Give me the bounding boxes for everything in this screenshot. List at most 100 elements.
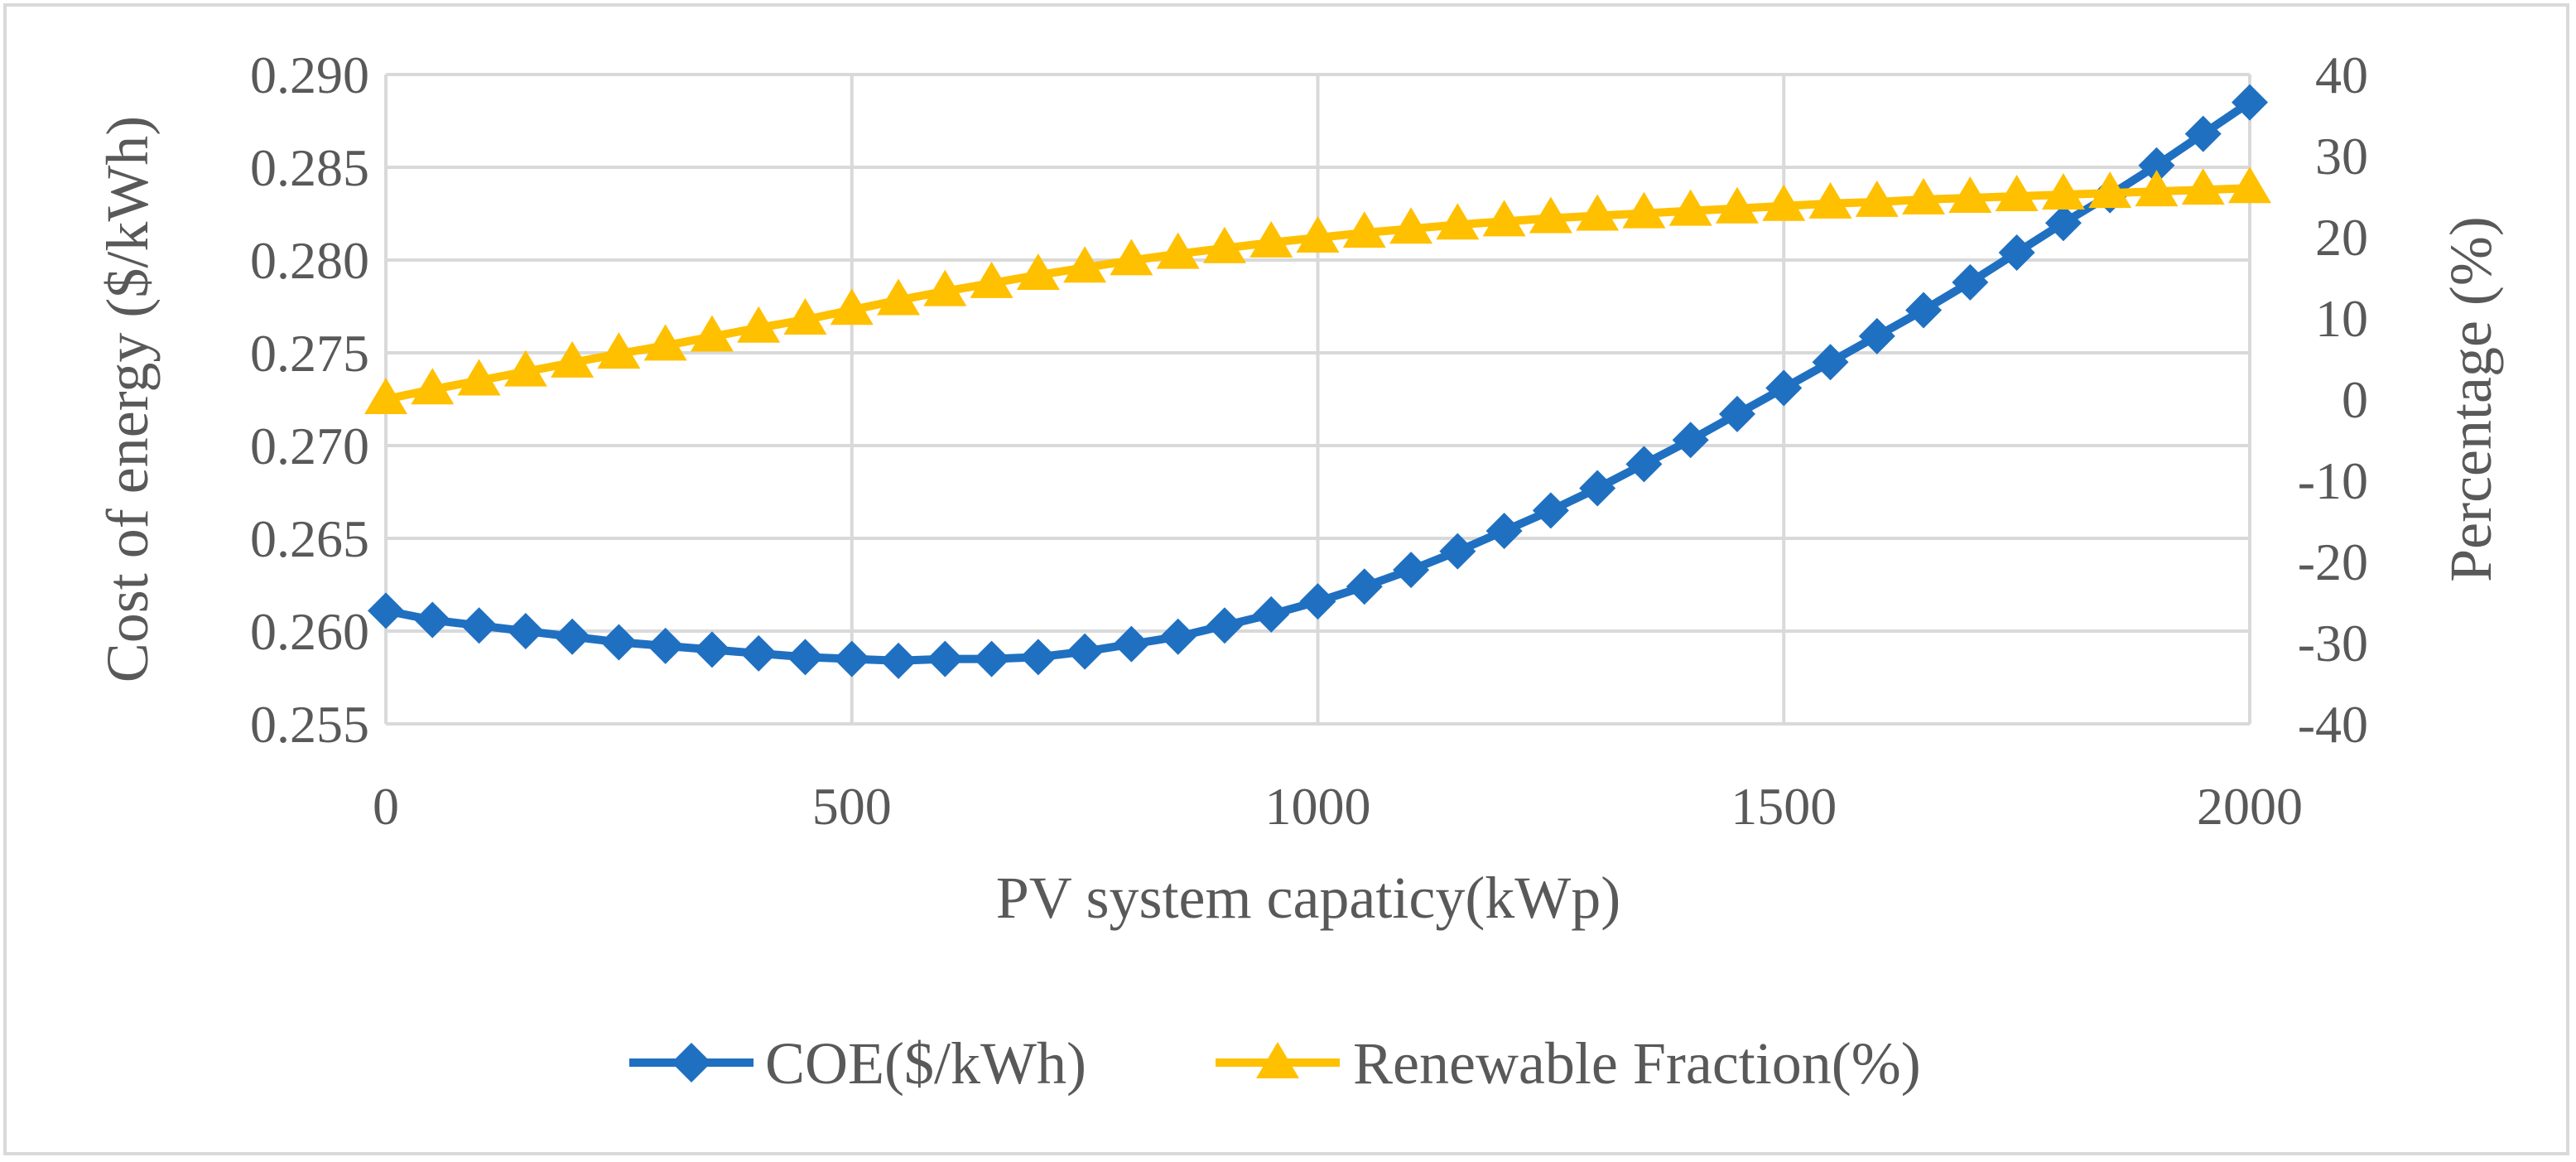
y2-tick-label: 40 [2315, 46, 2368, 104]
y2-tick-label: -40 [2298, 695, 2368, 754]
coe-point [600, 624, 638, 661]
coe-point [1858, 317, 1895, 354]
coe-point [787, 639, 824, 676]
x-tick-label: 0 [373, 777, 399, 836]
coe-point [880, 642, 917, 679]
renewable-point [2088, 171, 2132, 209]
coe-point [1019, 639, 1057, 676]
x-axis-title: PV system capaticy(kWp) [996, 865, 1621, 931]
x-tick-label: 500 [812, 777, 892, 836]
coe-point [1159, 618, 1197, 655]
y-tick-label: 0.275 [250, 324, 369, 383]
legend-marker-coe-diamond-icon [672, 1043, 711, 1082]
renewable-point [411, 368, 455, 405]
renewable-point [2181, 168, 2225, 205]
y-tick-label: 0.255 [250, 695, 369, 754]
y2-tick-label: 30 [2315, 127, 2368, 186]
coe-point [1393, 552, 1430, 589]
coe-point [1812, 344, 1849, 381]
coe-point [973, 640, 1010, 677]
y2-tick-label: -20 [2298, 533, 2368, 591]
renewable-point [1715, 186, 1759, 224]
coe-point [1532, 492, 1569, 529]
renewable-point [1063, 246, 1107, 283]
coe-point [1485, 513, 1523, 550]
coe-point [2138, 147, 2175, 184]
y2-tick-label: 0 [2342, 370, 2368, 429]
renewable-point [1482, 200, 1526, 237]
coe-point [1253, 595, 1290, 633]
coe-point [1998, 234, 2035, 272]
renewable-point [503, 350, 547, 387]
coe-point [2232, 84, 2268, 121]
coe-point [507, 613, 544, 649]
coe-point [2184, 115, 2222, 152]
grid [384, 73, 2251, 726]
y2-tick-label: -30 [2298, 614, 2368, 673]
coe-point [460, 607, 498, 644]
legend-marker-renewable-triangle-icon [1256, 1042, 1299, 1078]
x-tick-label: 1500 [1731, 777, 1837, 836]
legend-item-renewable-fraction[interactable]: Renewable Fraction(%) [1216, 1030, 1921, 1097]
renewable-point [643, 324, 687, 361]
y-axis-title: Cost of energy ($/kWh) [94, 116, 161, 683]
coe-point [693, 631, 730, 668]
coe-point [927, 640, 964, 677]
y-tick-label: 0.270 [250, 417, 369, 475]
renewable-point [783, 297, 827, 335]
series-layer [364, 84, 2271, 679]
x-tick-label: 2000 [2197, 777, 2303, 836]
coe-point [1765, 369, 1803, 407]
renewable-point [830, 288, 874, 325]
y-tick-label: 0.265 [250, 509, 369, 568]
renewable-point [2135, 170, 2179, 207]
renewable-point [1808, 181, 1852, 219]
coe-point [554, 618, 591, 655]
coe-point [1952, 263, 1989, 301]
renewable-point [690, 315, 734, 352]
legend-item-coe[interactable]: COE($/kWh) [629, 1030, 1086, 1097]
renewable-point [970, 261, 1014, 298]
renewable-point [1668, 189, 1712, 226]
coe-point [647, 627, 684, 664]
renewable-point [597, 332, 641, 369]
y-tick-label: 0.290 [250, 46, 369, 104]
coe-point [1067, 633, 1104, 670]
coe-point [414, 601, 451, 639]
coe-point [2044, 205, 2082, 242]
renewable-point [2228, 166, 2271, 204]
coe-point [1625, 446, 1663, 483]
y2-tick-label: 10 [2315, 289, 2368, 348]
y2-axis-title: Percentage (%) [2438, 216, 2504, 582]
renewable-point [364, 378, 407, 414]
coe-point [1579, 470, 1616, 507]
tick-labels: 0.255 0.260 0.265 0.270 0.275 0.280 0.285 0.290… [250, 46, 2368, 836]
renewable-point [457, 359, 501, 396]
y-tick-label: 0.285 [250, 138, 369, 197]
coe-point [740, 634, 778, 672]
renewable-point [2041, 173, 2085, 210]
y2-tick-label: -10 [2298, 451, 2368, 510]
coe-point [1346, 568, 1383, 605]
coe-point [1672, 422, 1709, 459]
renewable-point [1016, 253, 1060, 291]
renewable-point [1202, 226, 1246, 263]
y-tick-label: 0.280 [250, 231, 369, 290]
legend: COE($/kWh) Renewable Fraction(%) [629, 1030, 1921, 1097]
coe-point [1718, 395, 1755, 432]
renewable-point [923, 269, 967, 306]
renewable-point [877, 278, 921, 316]
renewable-point [1529, 196, 1572, 234]
renewable-point [1576, 194, 1620, 231]
legend-label-renewable-fraction: Renewable Fraction(%) [1353, 1030, 1921, 1097]
renewable-point [1296, 215, 1340, 253]
renewable-point [1902, 177, 1946, 215]
renewable-point [1156, 232, 1200, 269]
coe-point [1439, 533, 1476, 570]
renewable-point [1342, 211, 1386, 248]
renewable-point [1855, 180, 1899, 217]
renewable-point [1436, 203, 1480, 240]
legend-label-coe: COE($/kWh) [765, 1030, 1086, 1097]
renewable-point [737, 306, 781, 343]
